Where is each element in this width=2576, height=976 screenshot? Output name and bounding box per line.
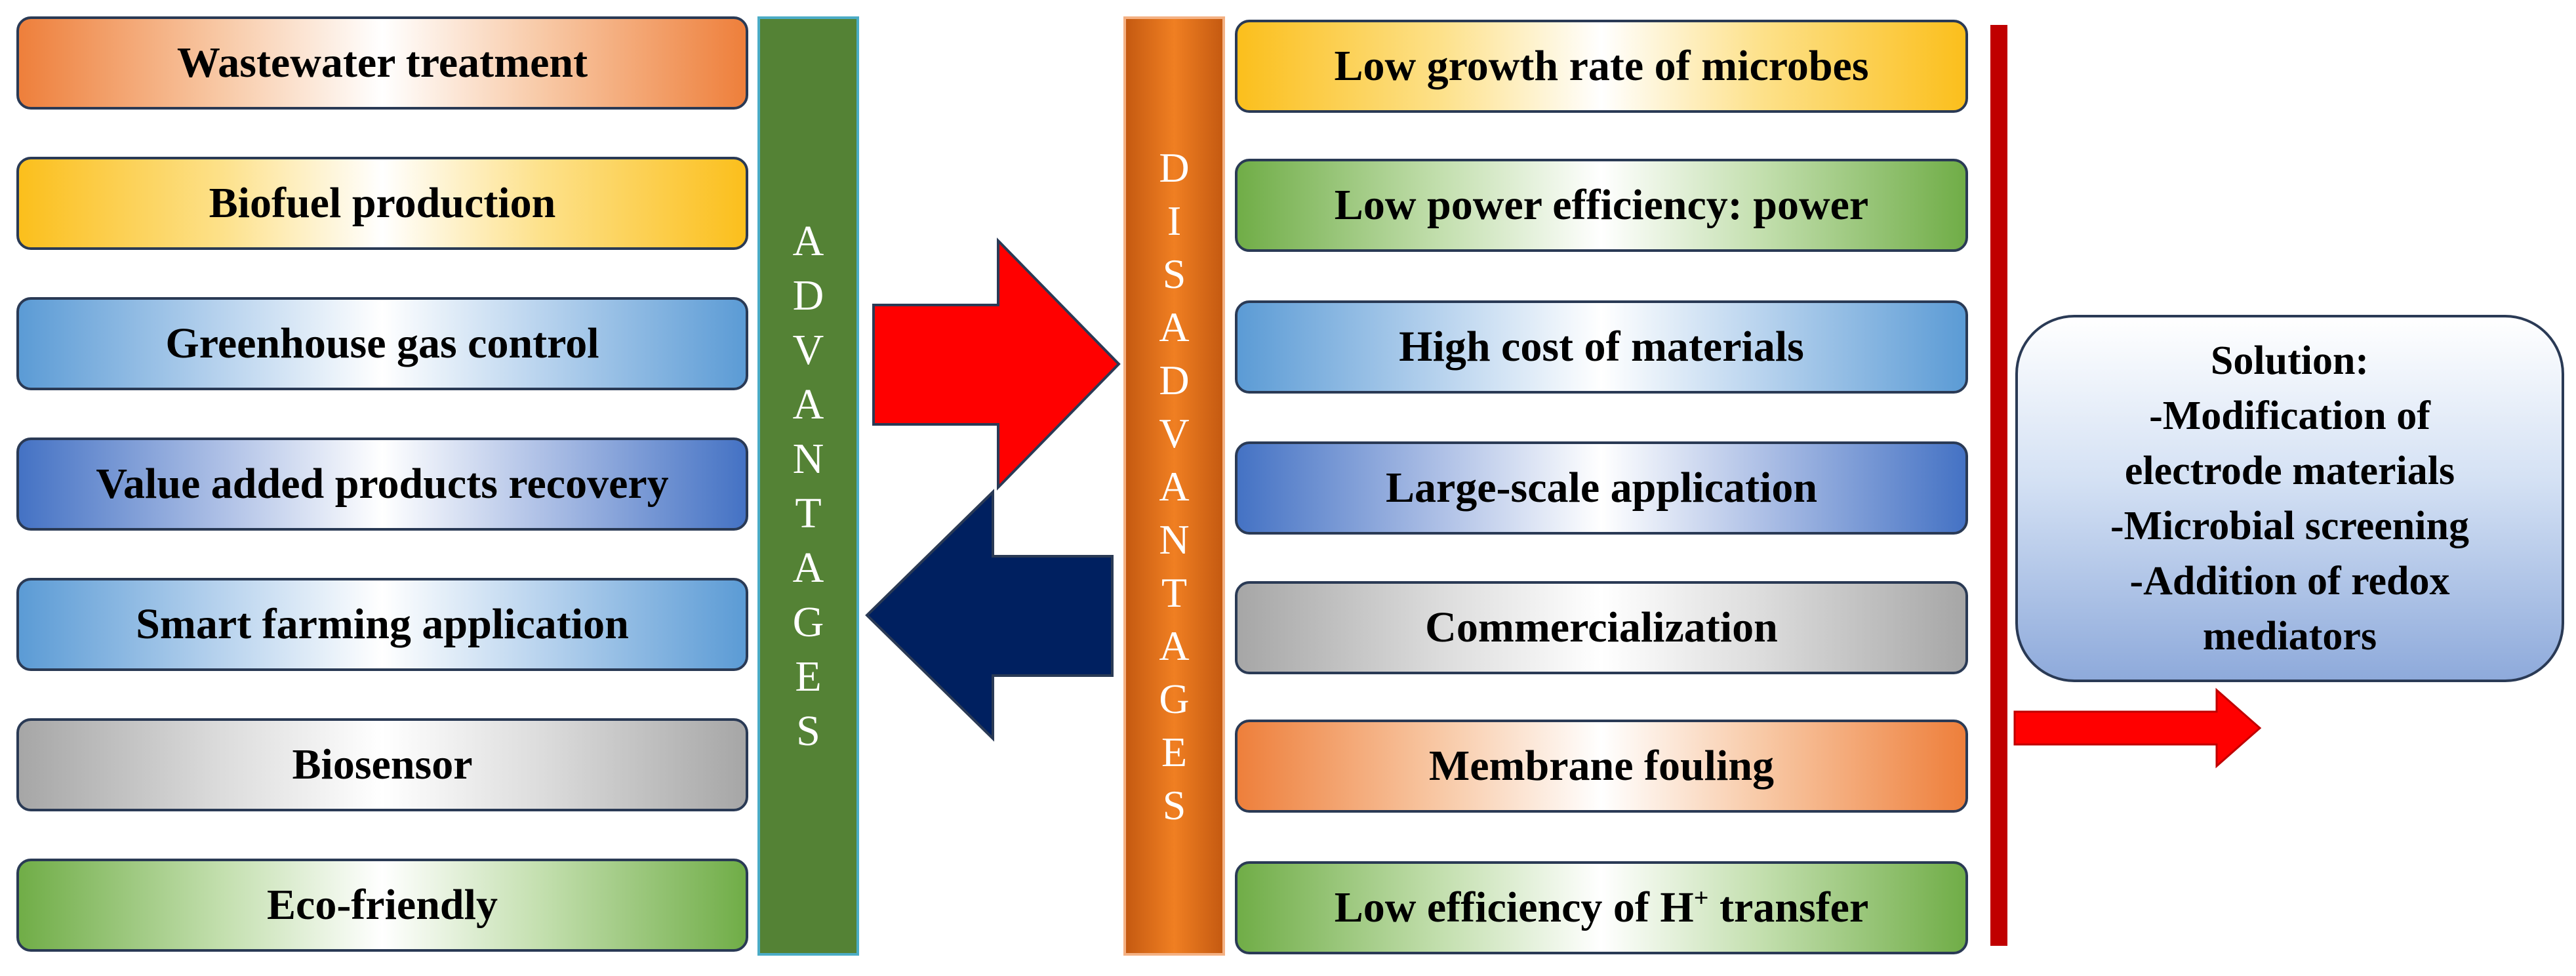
advantages-bar-letter: S — [796, 707, 820, 755]
disadvantages-bar-letter: G — [1159, 675, 1190, 722]
right-arrow-icon — [872, 237, 1121, 491]
advantages-bar-letter: G — [792, 598, 824, 646]
disadvantage-box-commercialization: Commercialization — [1235, 581, 1968, 674]
advantages-bar-letter: A — [792, 544, 824, 592]
hydrogen-ion-superscript: + — [1693, 883, 1709, 912]
advantage-box-wastewater: Wastewater treatment — [16, 16, 748, 110]
divider-line — [1990, 25, 2007, 946]
solution-box: Solution: -Modification of electrode mat… — [2015, 315, 2564, 682]
disadvantages-bar-letter: A — [1159, 622, 1190, 669]
right-arrow-shape — [872, 237, 1121, 491]
disadvantages-bar-letter: D — [1159, 144, 1190, 191]
advantages-bar-letter: N — [792, 435, 824, 483]
advantages-bar: A D V A N T A G E S — [757, 16, 859, 956]
disadvantage-label-prefix: Low efficiency of H — [1334, 884, 1694, 931]
left-arrow-icon — [865, 489, 1114, 742]
disadvantage-box-membrane-fouling: Membrane fouling — [1235, 720, 1968, 813]
solution-line: mediators — [2202, 614, 2377, 659]
disadvantages-bar-letter: N — [1159, 516, 1190, 563]
solution-line: -Addition of redox — [2129, 559, 2450, 603]
advantage-label: Wastewater treatment — [176, 39, 588, 87]
advantage-box-smart-farming: Smart farming application — [16, 578, 748, 671]
disadvantage-box-large-scale: Large-scale application — [1235, 441, 1968, 535]
disadvantages-bar-letter: T — [1161, 569, 1188, 616]
disadvantage-label: Large-scale application — [1385, 464, 1818, 512]
advantage-label: Biosensor — [292, 741, 473, 788]
disadvantages-bar-letter: A — [1159, 462, 1190, 510]
advantage-label: Smart farming application — [136, 600, 629, 648]
solution-line: electrode materials — [2124, 449, 2455, 493]
disadvantages-bar-letter: V — [1159, 409, 1190, 457]
solution-heading: Solution: — [2210, 338, 2369, 383]
disadvantage-label: Low efficiency of H+ transfer — [1335, 883, 1869, 933]
advantage-box-biosensor: Biosensor — [16, 718, 748, 811]
disadvantage-box-h-transfer: Low efficiency of H+ transfer — [1235, 861, 1968, 954]
advantage-box-biofuel: Biofuel production — [16, 157, 748, 250]
disadvantage-box-growth-rate: Low growth rate of microbes — [1235, 20, 1968, 113]
advantages-bar-letter: A — [792, 380, 824, 428]
advantage-box-eco-friendly: Eco-friendly — [16, 859, 748, 952]
disadvantages-bar-letter: S — [1162, 250, 1186, 297]
disadvantages-bar-letter: S — [1162, 781, 1186, 828]
disadvantage-label: Low growth rate of microbes — [1334, 42, 1869, 90]
advantage-label: Eco-friendly — [267, 881, 498, 929]
disadvantages-bar-letter: A — [1159, 303, 1190, 350]
disadvantage-label: Membrane fouling — [1428, 742, 1775, 790]
disadvantages-bar-letter: E — [1161, 728, 1188, 775]
advantage-box-value-added: Value added products recovery — [16, 437, 748, 531]
solution-line: -Microbial screening — [2110, 504, 2469, 548]
advantage-label: Biofuel production — [209, 179, 556, 227]
advantages-bar-letter: V — [792, 326, 824, 374]
advantages-bar-letter: T — [795, 489, 822, 537]
disadvantage-box-cost: High cost of materials — [1235, 300, 1968, 394]
disadvantage-label: Low power efficiency: power — [1334, 181, 1869, 229]
left-arrow-shape — [865, 489, 1114, 742]
advantages-bar-letter: E — [795, 653, 822, 701]
advantage-label: Value added products recovery — [96, 460, 669, 508]
solution-line: -Modification of — [2149, 394, 2430, 438]
disadvantage-label: Commercialization — [1425, 603, 1778, 651]
disadvantage-label-suffix: transfer — [1708, 884, 1869, 931]
disadvantages-bar-letter: D — [1159, 356, 1190, 403]
disadvantage-label: High cost of materials — [1399, 323, 1804, 371]
advantage-box-greenhouse: Greenhouse gas control — [16, 297, 748, 390]
disadvantage-box-power-efficiency: Low power efficiency: power — [1235, 159, 1968, 252]
disadvantages-bar-letter: I — [1167, 197, 1182, 244]
solution-arrow-shape — [2013, 687, 2262, 769]
solution-arrow-icon — [2013, 687, 2262, 769]
advantages-bar-letter: D — [792, 272, 824, 319]
advantages-bar-letter: A — [792, 217, 824, 265]
advantage-label: Greenhouse gas control — [165, 319, 599, 367]
disadvantages-bar: D I S A D V A N T A G E S — [1123, 16, 1225, 956]
